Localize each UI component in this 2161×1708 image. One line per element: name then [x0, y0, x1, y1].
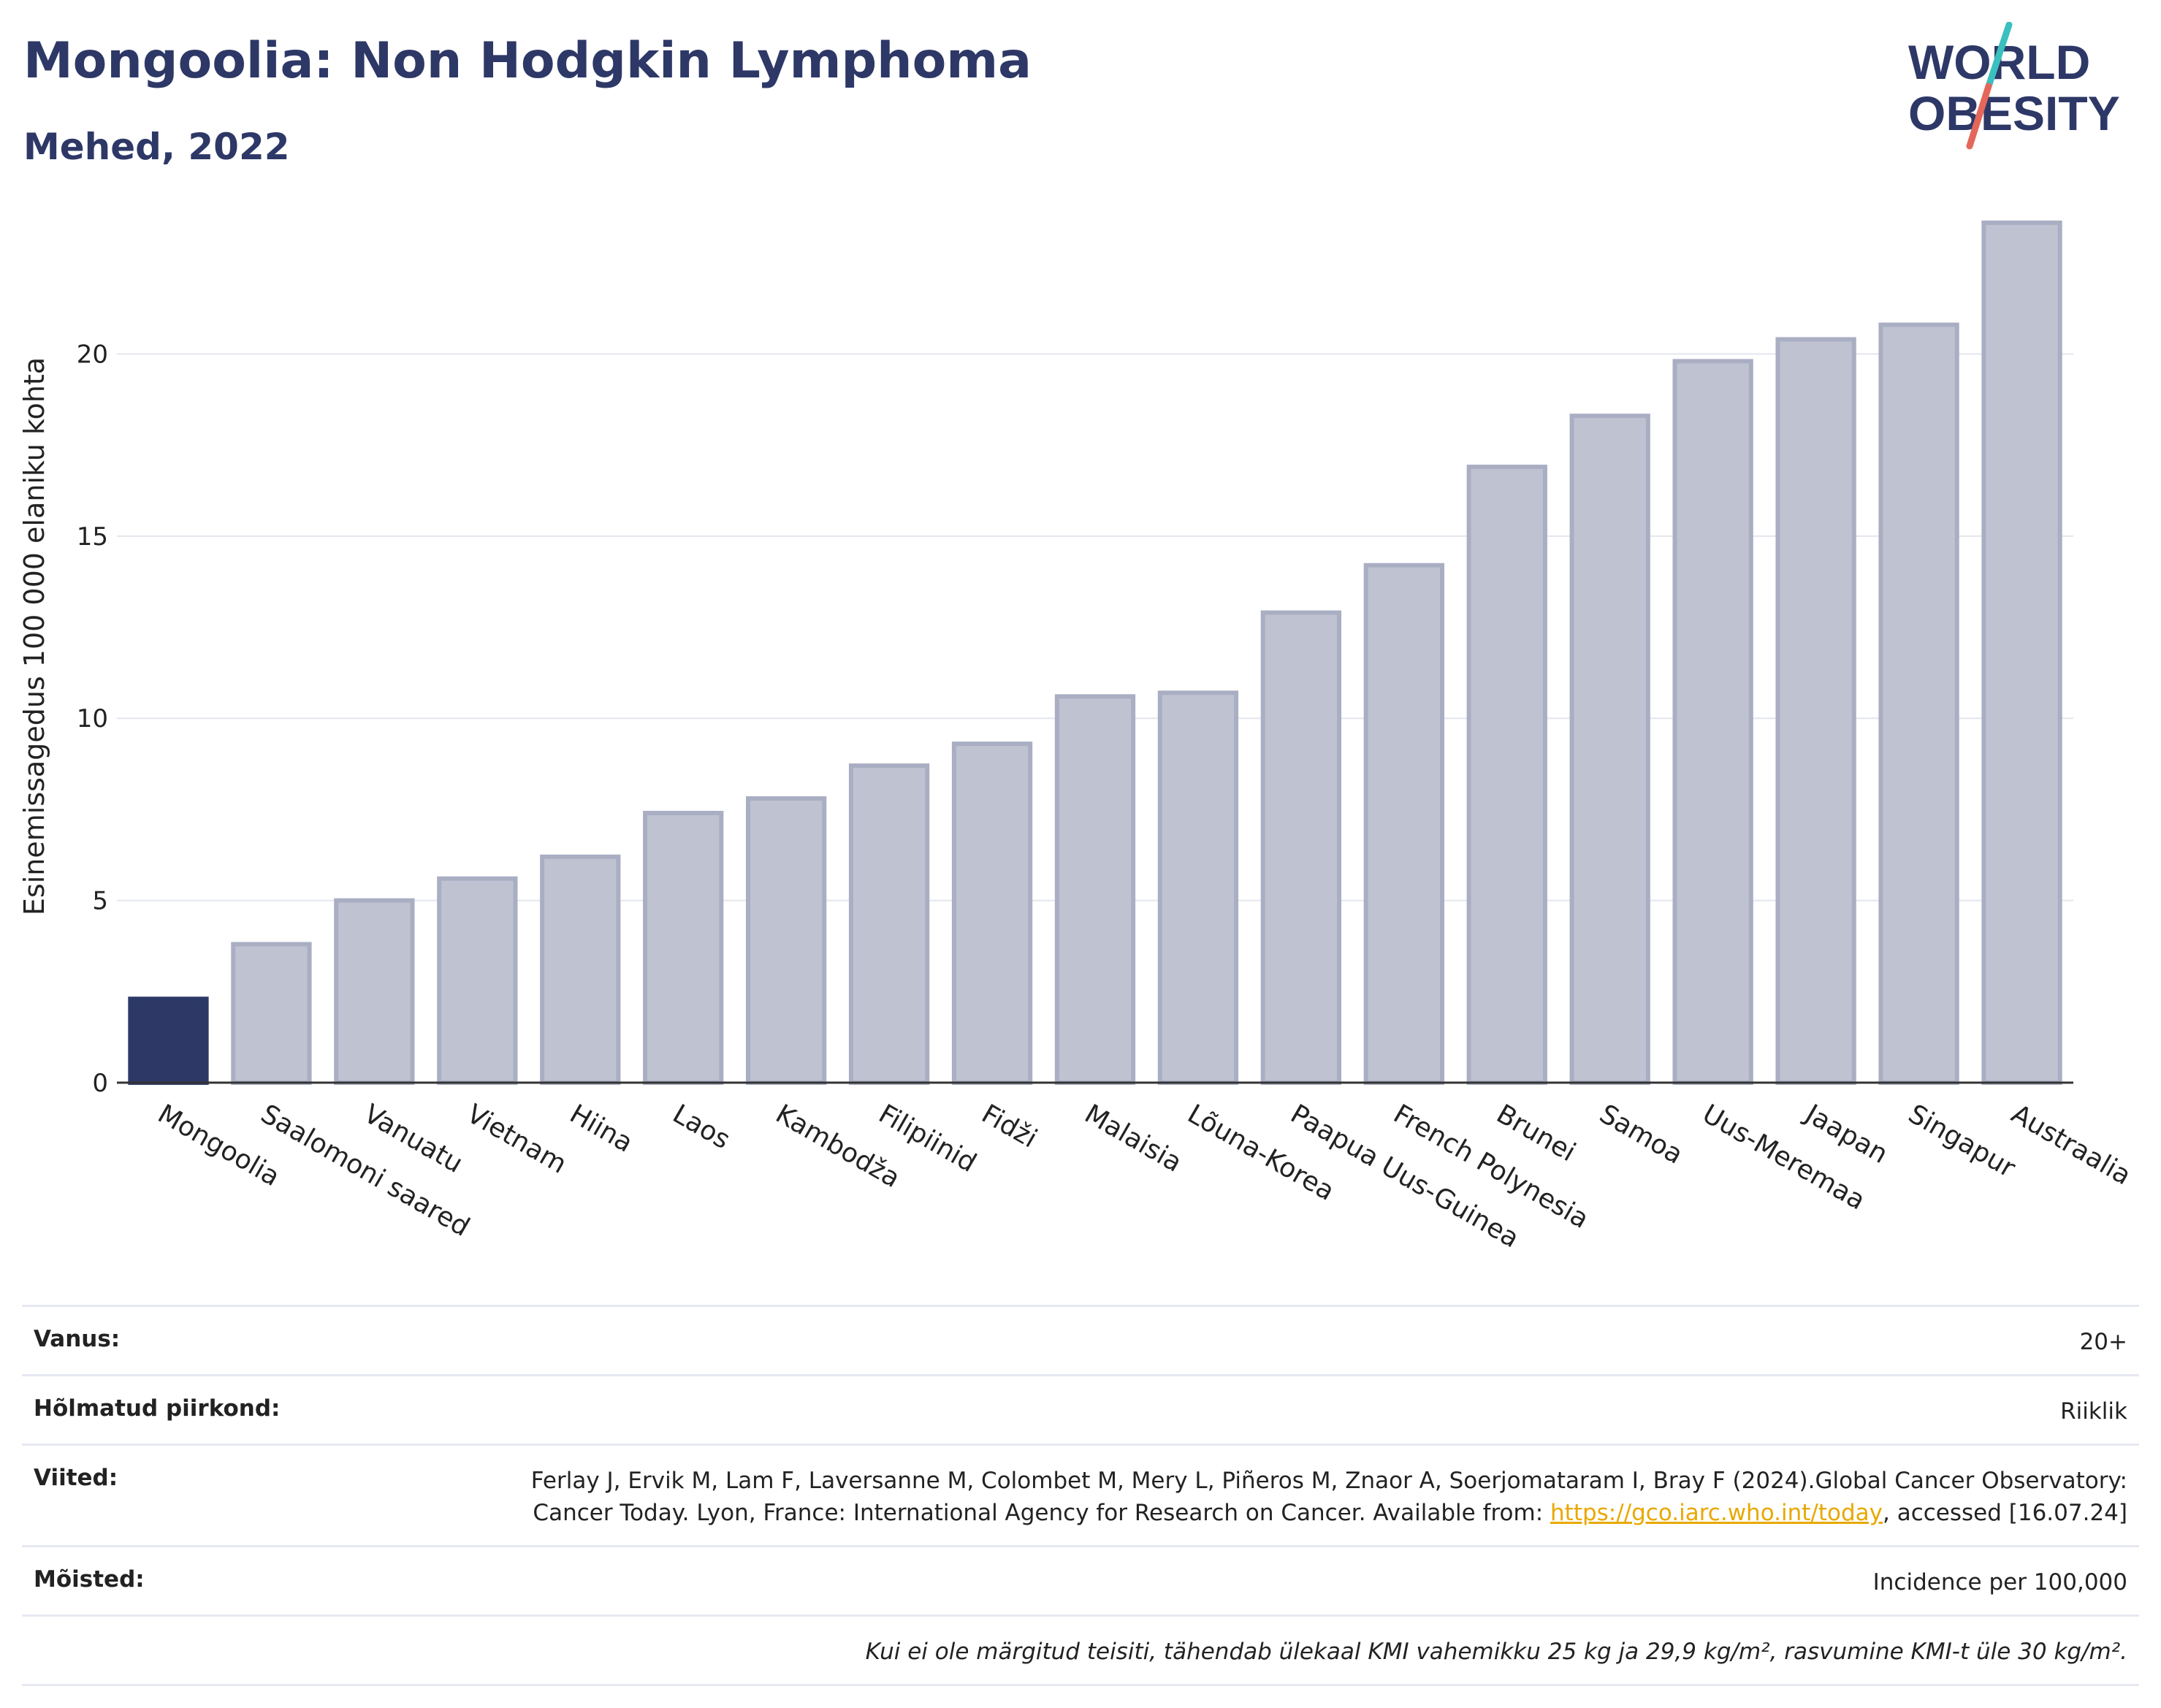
info-value-age: 20+ — [2079, 1329, 2127, 1355]
bar-hiina — [540, 854, 621, 1085]
info-label-age: Vanus: — [34, 1326, 121, 1352]
bar-mongoolia — [128, 996, 209, 1085]
logo-slash-red — [1966, 83, 1992, 150]
x-tick-label: Vietnam — [462, 1099, 571, 1180]
reference-text: Ferlay J, Ervik M, Lam F, Laversanne M, … — [530, 1468, 2127, 1526]
bar-filipiinid — [848, 763, 930, 1085]
info-row-definitions: Mõisted: Incidence per 100,000 — [22, 1545, 2139, 1614]
info-value-definitions: Incidence per 100,000 — [1872, 1569, 2127, 1595]
chart-title: Mongoolia: Non Hodgkin Lymphoma — [23, 32, 1032, 90]
x-tick-label: Singapur — [1903, 1099, 2020, 1183]
info-label-references: Viited: — [34, 1465, 118, 1491]
y-tick-label: 5 — [92, 887, 108, 916]
x-tick-label: Fidži — [977, 1099, 1043, 1154]
bar-uus-meremaa — [1672, 359, 1753, 1085]
y-tick-label: 15 — [77, 522, 108, 552]
info-row-age: Vanus: 20+ — [22, 1305, 2139, 1374]
y-tick-labels: 0 5 10 15 20 — [77, 340, 108, 1098]
logo-slash-teal — [1985, 22, 2013, 90]
reference-accessed: , accessed [16.07.24] — [1882, 1500, 2127, 1526]
bar-brunei — [1466, 465, 1547, 1085]
x-tick-label: Malaisia — [1080, 1099, 1187, 1178]
bar-laos — [643, 810, 724, 1085]
bar-paapua-uus-guinea — [1260, 610, 1342, 1085]
bar-vietnam — [437, 876, 518, 1085]
x-tick-label: Hiina — [565, 1099, 638, 1158]
y-tick-label: 10 — [77, 704, 108, 733]
bar-samoa — [1569, 413, 1650, 1085]
info-row-references: Viited: Ferlay J, Ervik M, Lam F, Lavers… — [22, 1444, 2139, 1545]
bar-vanuatu — [334, 898, 415, 1086]
info-value-coverage: Riiklik — [2060, 1398, 2127, 1425]
info-label-coverage: Hõlmatud piirkond: — [34, 1395, 281, 1422]
info-row-note: Kui ei ole märgitud teisiti, tähendab ül… — [22, 1614, 2139, 1686]
bar-l-una-korea — [1157, 690, 1239, 1085]
world-obesity-logo: WORLD OBESITY — [1908, 22, 2120, 150]
bar-austraalia — [1981, 220, 2062, 1086]
x-tick-label: Austraalia — [2006, 1099, 2136, 1191]
info-table: Vanus: 20+ Hõlmatud piirkond: Riiklik Vi… — [22, 1305, 2139, 1686]
bar-malaisia — [1054, 694, 1136, 1085]
y-axis-label: Esinemissagedus 100 000 elaniku kohta — [18, 357, 50, 915]
y-tick-label: 20 — [77, 340, 108, 369]
x-tick-label: Laos — [668, 1099, 735, 1155]
x-tick-label: Samoa — [1594, 1099, 1688, 1170]
chart-subtitle: Mehed, 2022 — [23, 126, 290, 168]
bar-saalomoni-saared — [231, 942, 312, 1086]
logo-text-obesity: OBESITY — [1908, 86, 2120, 140]
bar-singapur — [1878, 322, 1959, 1085]
info-row-coverage: Hõlmatud piirkond: Riiklik — [22, 1374, 2139, 1444]
reference-link[interactable]: https://gco.iarc.who.int/today — [1550, 1500, 1883, 1526]
y-tick-label: 0 — [92, 1069, 108, 1098]
bar-kambod-a — [746, 796, 827, 1085]
bars — [128, 220, 2062, 1086]
info-note: Kui ei ole märgitud teisiti, tähendab ül… — [865, 1639, 2127, 1665]
info-label-definitions: Mõisted: — [34, 1566, 145, 1593]
bar-french-polynesia — [1363, 563, 1444, 1085]
info-value-references: Ferlay J, Ervik M, Lam F, Laversanne M, … — [520, 1465, 2127, 1529]
bar-fid-i — [951, 741, 1033, 1086]
bar-jaapan — [1775, 337, 1856, 1085]
